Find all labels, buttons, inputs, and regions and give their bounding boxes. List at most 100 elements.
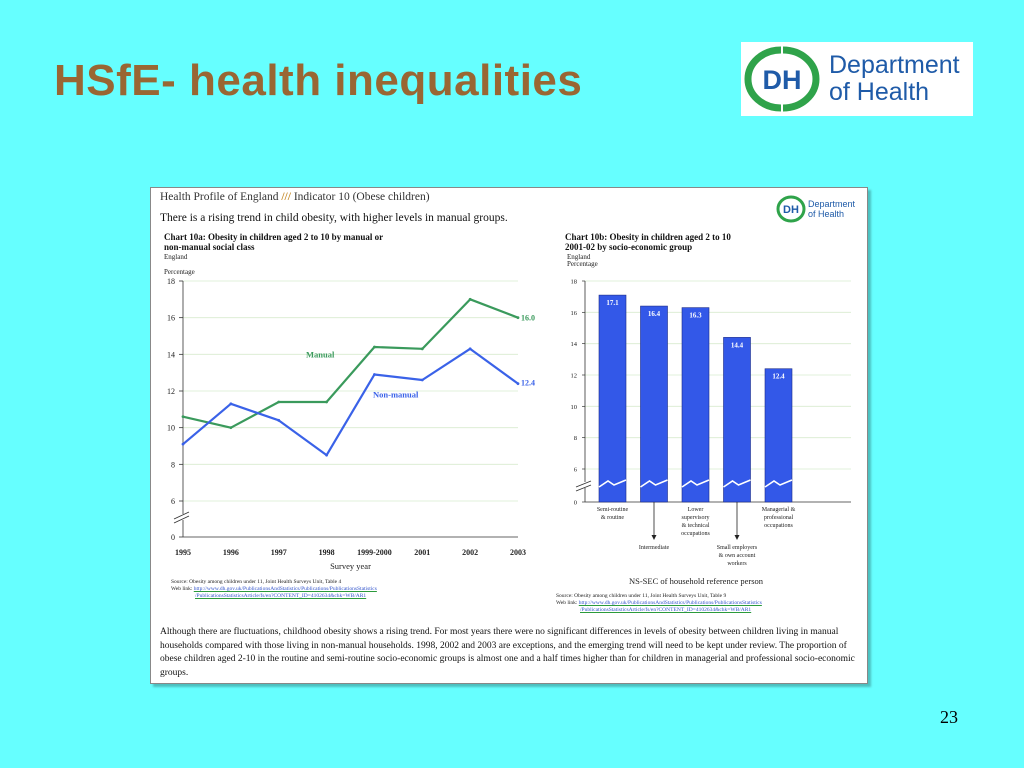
chart-10a-xtick-label: 1999-2000 — [357, 548, 392, 557]
chart-10b-bar-semi-routine-routine — [598, 294, 627, 503]
chart-10b-category-label: & routine — [601, 515, 624, 521]
chart-10a-ytick-label: 18 — [167, 277, 175, 286]
chart-10a-point-manual — [468, 297, 472, 301]
document-dh-logo: DH Department of Health — [775, 193, 863, 225]
chart-10a-ytick-label: 8 — [171, 460, 175, 469]
chart-10a-xlabel: Survey year — [330, 561, 371, 571]
chart-10a-point-non-manual — [420, 378, 424, 382]
dh-initials: DH — [763, 65, 802, 95]
chart-10b-ytick-label: 10 — [571, 404, 578, 411]
chart-10b-ytick-label: 6 — [574, 467, 578, 474]
chart-10b-value-label: 16.4 — [648, 310, 661, 318]
document-header-suffix: Indicator 10 (Obese children) — [293, 191, 430, 203]
chart-10b-category-label: occupations — [764, 523, 793, 529]
chart-10b-category-label: Small employers — [717, 545, 758, 551]
chart-10a-point-manual — [181, 415, 185, 419]
document-header-prefix: Health Profile of England — [160, 191, 279, 203]
chart-10a-point-manual — [420, 347, 424, 351]
chart-10b-bar-break — [764, 479, 793, 488]
chart-10a-ytick-label: 14 — [167, 350, 175, 359]
chart-10a-end-label-non-manual: 12.4 — [521, 379, 535, 388]
chart-10a-series-line-non-manual — [182, 347, 519, 457]
chart-10a-source-text: Source: Obesity among children under 11,… — [171, 579, 342, 585]
chart-10a-point-manual — [516, 316, 520, 320]
chart-10a-title-line2: non-manual social class — [164, 242, 255, 252]
chart-10a-source-link-cont[interactable]: /PublicationsStatisticsArticle/fs/en?CON… — [195, 593, 367, 599]
logo-line-department: Department — [829, 51, 960, 79]
chart-10a-xtick-label: 1995 — [175, 548, 191, 557]
chart-10a-point-non-manual — [373, 373, 376, 376]
chart-10b-bar-intermediate — [640, 305, 668, 503]
chart-10b-category-label: & own account — [719, 553, 756, 559]
chart-10b-value-label: 17.1 — [606, 299, 619, 307]
chart-10a-point-non-manual — [229, 402, 233, 406]
chart-10b-ytick-label: 18 — [571, 279, 578, 286]
chart-10b-source-text: Source: Obesity among children under 11,… — [556, 593, 727, 599]
chart-10a-title-line1: Chart 10a: Obesity in children aged 2 to… — [164, 232, 384, 242]
chart-10a-point-non-manual — [277, 418, 281, 422]
chart-10a-line-chart: 0 6 8 10 12 14 16 18 1995 1996 1997 1998 1999-2000 20… — [167, 277, 535, 571]
chart-10b-ytick-label: 16 — [571, 310, 578, 317]
chart-10b-category-label: Semi-routine — [597, 507, 629, 513]
chart-10b-source: Source: Obesity among children under 11,… — [556, 593, 762, 614]
chart-10a-ytick-label: 0 — [171, 533, 175, 542]
document-header: Health Profile of England /// Indicator … — [160, 191, 430, 203]
chart-10a-point-manual — [229, 426, 233, 430]
chart-10a-point-manual — [277, 400, 281, 404]
chart-10b-category-label: & technical — [682, 523, 710, 529]
chart-10b-xlabel: NS-SEC of household reference person — [629, 576, 764, 586]
chart-10a-point-manual — [373, 345, 376, 349]
chart-10a-source-link[interactable]: http://www.dh.gov.uk/PublicationsAndStat… — [193, 586, 377, 592]
document-header-slashes: /// — [281, 191, 291, 203]
chart-10b-category-label: workers — [727, 561, 747, 567]
chart-10b-ytick-label: 0 — [574, 500, 577, 507]
chart-10b-ytick-label: 12 — [571, 373, 578, 380]
chart-10b-source-link-cont[interactable]: /PublicationsStatisticsArticle/fs/en?CON… — [580, 607, 752, 613]
chart-10a-point-non-manual — [468, 347, 472, 351]
chart-10b-category-label: Intermediate — [639, 545, 670, 551]
chart-10a-ytick-label: 12 — [167, 387, 175, 396]
chart-10a-point-non-manual — [325, 453, 328, 457]
dh-emblem-icon: DH — [744, 46, 820, 112]
chart-10b-pointer-arrowhead — [651, 535, 657, 540]
department-of-health-logo: DH Department of Health — [741, 42, 973, 116]
chart-10a-region: England — [164, 253, 188, 261]
chart-10a-series-label-manual: Manual — [306, 349, 335, 359]
chart-10b-bar-break — [640, 479, 668, 488]
chart-10b-bar-break — [681, 479, 710, 488]
chart-10a-xtick-label: 1998 — [319, 548, 335, 557]
document-dh-initials: DH — [783, 204, 799, 216]
chart-10a-ytick-label: 10 — [167, 424, 175, 433]
chart-10b-pointer-arrowhead — [734, 535, 740, 540]
chart-10a-point-manual — [325, 400, 328, 404]
chart-10b-source-link[interactable]: http://www.dh.gov.uk/PublicationsAndStat… — [578, 600, 762, 606]
chart-10b-title-line2: 2001-02 by socio-economic group — [565, 242, 693, 252]
chart-10b-ylabel: Percentage — [567, 260, 598, 268]
chart-10b-category-label: professional — [764, 514, 794, 521]
chart-10a-ytick-label: 6 — [171, 497, 175, 506]
chart-10b-category-label: Lower — [688, 507, 704, 513]
chart-10b-weblink-label: Web link: — [556, 600, 578, 606]
chart-10a-weblink-label: Web link: — [171, 586, 193, 592]
chart-10a-xtick-label: 2001 — [414, 548, 430, 557]
health-profile-document: Health Profile of England /// Indicator … — [150, 187, 868, 684]
chart-10a-series-line-manual — [182, 298, 519, 429]
chart-10b-bar-small-employers-own-account-workers — [723, 337, 751, 503]
chart-10b-value-label: 12.4 — [772, 373, 785, 381]
chart-10b-bar-lower-supervisory-technical-occupations — [681, 307, 710, 503]
chart-10a-end-label-manual: 16.0 — [521, 314, 535, 323]
chart-10a-xtick-label: 2003 — [510, 548, 526, 557]
document-dh-emblem-icon: DH — [776, 195, 806, 223]
chart-10a-axis-break-gap — [178, 514, 188, 520]
document-logo-line2: of Health — [808, 209, 845, 219]
chart-10a-ylabel: Percentage — [164, 268, 195, 276]
slide-number: 23 — [940, 707, 958, 727]
document-logo-line1: Department — [808, 199, 856, 209]
chart-10a-axis-break — [173, 511, 190, 524]
logo-line-of-health: of Health — [829, 78, 930, 106]
chart-10b-bar-break — [723, 479, 751, 488]
document-subtitle: There is a rising trend in child obesity… — [160, 212, 508, 224]
chart-10a-xtick-label: 1996 — [223, 548, 239, 557]
chart-10b-bar-break — [598, 479, 627, 488]
chart-10b-axis-break-gap — [580, 482, 590, 488]
